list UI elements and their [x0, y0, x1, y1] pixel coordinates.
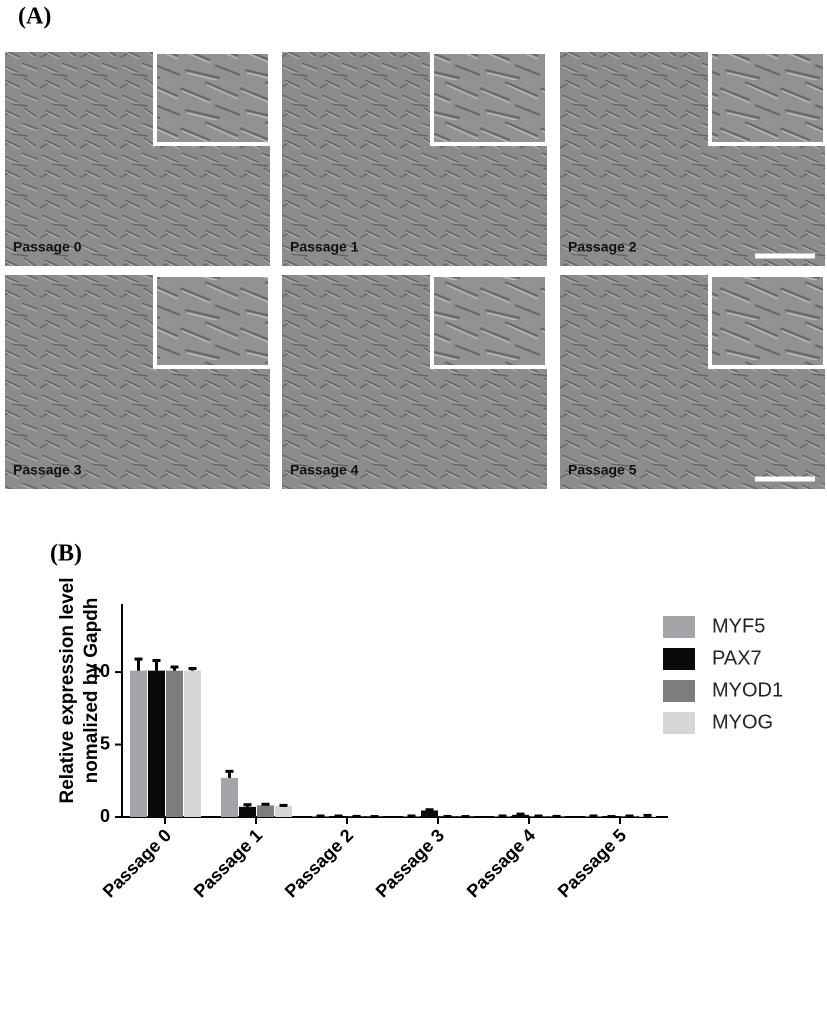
- inset: [155, 275, 270, 367]
- bar: [166, 671, 183, 817]
- inset: [432, 52, 547, 144]
- x-tick-label: Passage 3: [372, 825, 448, 901]
- inset: [710, 275, 825, 367]
- inset: [710, 52, 825, 144]
- x-tick-label: Passage 2: [281, 825, 357, 901]
- bar: [221, 778, 238, 817]
- inset: [155, 52, 270, 144]
- bar: [421, 810, 438, 817]
- bar: [130, 671, 147, 817]
- micrograph-label: Passage 0: [13, 239, 82, 255]
- bar: [257, 805, 274, 817]
- x-tick-label: Passage 0: [99, 825, 175, 901]
- legend-label: MYOG: [712, 711, 773, 733]
- bar: [184, 671, 201, 817]
- bar: [239, 807, 256, 817]
- x-tick-label: Passage 5: [554, 825, 630, 901]
- legend-swatch: [663, 648, 695, 670]
- bar: [148, 671, 165, 817]
- x-tick-label: Passage 4: [463, 825, 539, 901]
- micrograph-label: Passage 3: [13, 462, 82, 478]
- panel-label: (A): [18, 4, 51, 30]
- y-axis-label: Relative expression level: [57, 577, 78, 803]
- inset: [432, 275, 547, 367]
- micrograph-label: Passage 4: [290, 462, 359, 478]
- x-tick-label: Passage 1: [190, 825, 266, 901]
- y-axis-label: nomalized by Gapdh: [81, 598, 102, 784]
- legend-swatch: [663, 680, 695, 702]
- legend-swatch: [663, 712, 695, 734]
- y-tick-label: 0: [100, 806, 110, 826]
- legend-label: PAX7: [712, 647, 762, 669]
- panel-label: (B): [50, 541, 82, 567]
- legend-label: MYOD1: [712, 679, 783, 701]
- bar: [275, 806, 292, 817]
- micrograph-label: Passage 1: [290, 239, 359, 255]
- legend-label: MYF5: [712, 615, 765, 637]
- micrograph-label: Passage 5: [568, 462, 637, 478]
- micrograph-label: Passage 2: [568, 239, 637, 255]
- legend-swatch: [663, 616, 695, 638]
